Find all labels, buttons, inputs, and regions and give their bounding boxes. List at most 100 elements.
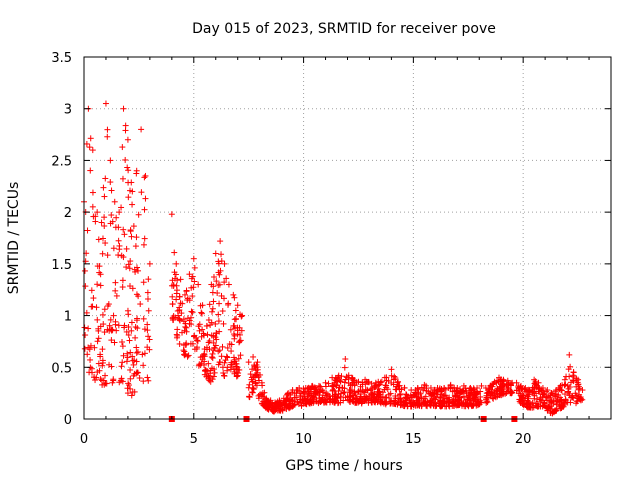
- data-point: [442, 392, 449, 399]
- data-point: [401, 402, 408, 409]
- data-point: [116, 209, 123, 216]
- data-point: [129, 285, 136, 292]
- data-point: [363, 397, 370, 404]
- data-point: [186, 271, 193, 278]
- data-point: [209, 305, 216, 312]
- x-tick-label: 15: [405, 432, 422, 447]
- data-point: [127, 366, 134, 373]
- data-point: [231, 358, 238, 365]
- data-point: [134, 369, 141, 376]
- data-point: [125, 261, 132, 268]
- data-point: [520, 401, 527, 408]
- data-point: [99, 362, 106, 369]
- data-point: [246, 381, 253, 388]
- data-point: [188, 321, 195, 328]
- data-point: [562, 381, 569, 388]
- data-point: [177, 300, 184, 307]
- data-point: [315, 382, 322, 389]
- data-point: [217, 359, 224, 366]
- data-point: [415, 401, 422, 408]
- data-point: [293, 390, 300, 397]
- data-point: [258, 379, 265, 386]
- data-point: [215, 318, 222, 325]
- data-point: [213, 336, 220, 343]
- data-point: [85, 344, 92, 351]
- data-point: [579, 387, 586, 394]
- data-point: [205, 317, 212, 324]
- y-tick-label: 3: [64, 103, 72, 118]
- data-point: [218, 353, 225, 360]
- x-tick-label: 10: [295, 432, 312, 447]
- data-point: [235, 355, 242, 362]
- data-point: [119, 284, 126, 291]
- data-point: [107, 220, 114, 227]
- data-point: [267, 397, 274, 404]
- data-point: [262, 404, 269, 411]
- data-point: [485, 389, 492, 396]
- data-point: [275, 403, 282, 410]
- data-point: [313, 398, 320, 405]
- grid-lines: [84, 57, 611, 419]
- data-point: [492, 394, 499, 401]
- data-point: [86, 369, 93, 376]
- data-point: [306, 390, 313, 397]
- data-point: [278, 402, 285, 409]
- data-point: [229, 361, 236, 368]
- data-point: [320, 397, 327, 404]
- data-point: [101, 306, 108, 313]
- data-point: [537, 394, 544, 401]
- data-point: [140, 241, 147, 248]
- data-point: [204, 331, 211, 338]
- data-point: [125, 167, 132, 174]
- data-point: [129, 201, 136, 208]
- data-point: [276, 407, 283, 414]
- data-point: [179, 329, 186, 336]
- data-point: [237, 352, 244, 359]
- data-point: [474, 384, 481, 391]
- data-point: [142, 172, 149, 179]
- data-point: [457, 386, 464, 393]
- data-point: [104, 133, 111, 140]
- data-point: [129, 389, 136, 396]
- data-point: [575, 376, 582, 383]
- data-point: [180, 347, 187, 354]
- data-point: [534, 403, 541, 410]
- data-point: [551, 392, 558, 399]
- data-point: [198, 310, 205, 317]
- data-point: [169, 277, 176, 284]
- data-point: [379, 399, 386, 406]
- data-point: [141, 174, 148, 181]
- data-point: [141, 235, 148, 242]
- data-point: [101, 193, 108, 200]
- data-point: [216, 328, 223, 335]
- data-point: [100, 321, 107, 328]
- data-point: [476, 401, 483, 408]
- data-point: [553, 387, 560, 394]
- data-point: [484, 390, 491, 397]
- data-point: [239, 312, 246, 319]
- data-point: [128, 392, 135, 399]
- data-point: [382, 382, 389, 389]
- data-point: [184, 295, 191, 302]
- data-point: [108, 187, 115, 194]
- data-point: [205, 360, 212, 367]
- data-point: [101, 329, 108, 336]
- data-point: [325, 380, 332, 387]
- data-point: [520, 402, 527, 409]
- data-point: [100, 184, 107, 191]
- data-point: [381, 374, 388, 381]
- data-point: [355, 388, 362, 395]
- data-point: [333, 375, 340, 382]
- data-point: [97, 351, 104, 358]
- x-tick-label: 20: [515, 432, 532, 447]
- data-point: [85, 325, 92, 332]
- data-point: [220, 320, 227, 327]
- data-point: [249, 389, 256, 396]
- data-point: [390, 376, 397, 383]
- data-point: [141, 326, 148, 333]
- data-point: [182, 291, 189, 298]
- data-point: [131, 357, 138, 364]
- data-point: [489, 392, 496, 399]
- data-point: [119, 359, 126, 366]
- data-point: [199, 302, 206, 309]
